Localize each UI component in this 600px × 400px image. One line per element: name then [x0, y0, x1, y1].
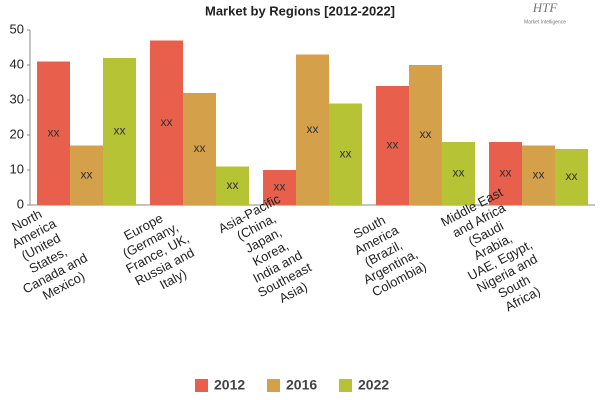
y-tick-label: 50 [10, 21, 24, 36]
legend-swatch [267, 379, 280, 392]
bar [489, 142, 522, 205]
bar [150, 40, 183, 205]
value-label: xx [114, 124, 126, 138]
bar [37, 61, 70, 205]
logo-tagline: Market Intelligence [524, 19, 566, 25]
y-tick-label: 30 [10, 91, 24, 106]
logo-name: HTF [532, 0, 559, 15]
value-label: xx [194, 141, 206, 155]
legend-label: 2022 [358, 377, 389, 393]
legend-label: 2016 [286, 377, 317, 393]
x-tick-label: Asia-Pacific (China, Japan, Korea, India… [216, 190, 328, 316]
value-label: xx [387, 138, 399, 152]
x-tick-label-group: Asia-Pacific (China, Japan, Korea, India… [216, 190, 328, 316]
bar [183, 93, 216, 205]
bar [409, 65, 442, 205]
x-tick-label: Middle East and Africa (Saudi Arabia, UA… [437, 182, 559, 323]
legend-swatch [195, 379, 208, 392]
value-label: xx [48, 125, 60, 139]
bar [70, 145, 103, 205]
x-tick-label: South America (Brazil, Argentina, Colomb… [340, 205, 431, 301]
bar [522, 145, 555, 205]
value-label: xx [81, 167, 93, 181]
value-label: xx [307, 122, 319, 136]
legend-label: 2012 [214, 377, 245, 393]
x-tick-label-group: South America (Brazil, Argentina, Colomb… [340, 205, 431, 301]
value-label: xx [161, 115, 173, 129]
x-tick-label: North America (United States, Canada and… [0, 196, 100, 310]
x-tick-label-group: Middle East and Africa (Saudi Arabia, UA… [437, 182, 559, 323]
value-label: xx [500, 166, 512, 180]
y-tick-label: 40 [10, 56, 24, 71]
x-tick-label-group: North America (United States, Canada and… [0, 196, 100, 310]
y-tick-label: 0 [17, 196, 24, 211]
bar [103, 58, 136, 205]
bar [555, 149, 588, 205]
chart-title: Market by Regions [2012-2022] [205, 3, 395, 18]
y-tick-label: 20 [10, 126, 24, 141]
bar [442, 142, 475, 205]
value-label: xx [340, 146, 352, 160]
legend-swatch [339, 379, 352, 392]
value-label: xx [566, 169, 578, 183]
value-label: xx [533, 167, 545, 181]
bar [216, 166, 249, 205]
bar [296, 54, 329, 205]
bar [376, 86, 409, 205]
bar [263, 170, 296, 205]
x-tick-label: Europe (Germany, France, UK, Russia and … [109, 203, 209, 303]
x-tick-label-group: Europe (Germany, France, UK, Russia and … [109, 203, 209, 303]
value-label: xx [227, 178, 239, 192]
value-label: xx [274, 180, 286, 194]
y-tick-label: 10 [10, 161, 24, 176]
value-label: xx [420, 127, 432, 141]
value-label: xx [453, 166, 465, 180]
bar [329, 103, 362, 205]
